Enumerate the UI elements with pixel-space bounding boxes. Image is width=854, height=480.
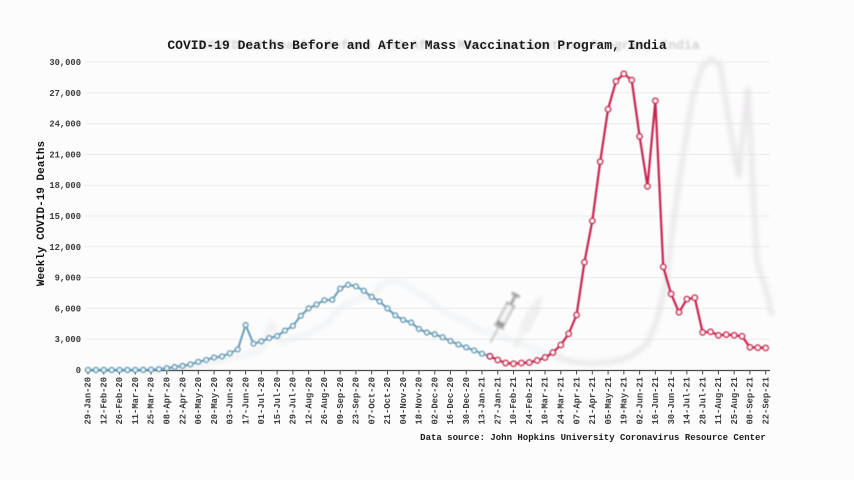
svg-text:19-May-21: 19-May-21 (620, 377, 630, 425)
svg-text:24-Feb-21: 24-Feb-21 (525, 377, 535, 425)
svg-text:27,000: 27,000 (49, 89, 81, 99)
svg-text:02-Dec-20: 02-Dec-20 (430, 377, 440, 425)
svg-text:22-Sep-21: 22-Sep-21 (761, 377, 771, 425)
svg-text:COVID-19 Deaths Before and Aft: COVID-19 Deaths Before and After Mass Va… (200, 38, 699, 53)
svg-text:11-Aug-21: 11-Aug-21 (714, 377, 724, 425)
svg-text:10-Feb-21: 10-Feb-21 (509, 377, 519, 425)
svg-text:07-Apr-21: 07-Apr-21 (572, 377, 582, 425)
svg-text:15-Jul-20: 15-Jul-20 (273, 377, 283, 425)
svg-text:COVID-19 Deaths Before and Aft: COVID-19 Deaths Before and After Mass Va… (167, 38, 666, 53)
svg-text:10-Mar-21: 10-Mar-21 (541, 377, 551, 425)
svg-text:22-Apr-20: 22-Apr-20 (178, 377, 188, 425)
svg-text:12-Aug-20: 12-Aug-20 (304, 377, 314, 425)
svg-text:30-Jun-21: 30-Jun-21 (667, 377, 677, 425)
svg-text:18-Nov-20: 18-Nov-20 (415, 377, 425, 425)
svg-text:07-Oct-20: 07-Oct-20 (367, 377, 377, 425)
svg-text:30-Dec-20: 30-Dec-20 (462, 377, 472, 425)
svg-text:13-Jan-21: 13-Jan-21 (478, 377, 488, 425)
svg-text:12,000: 12,000 (49, 243, 81, 253)
svg-text:29-Jan-20: 29-Jan-20 (84, 377, 94, 425)
svg-text:08-Sep-21: 08-Sep-21 (746, 377, 756, 425)
svg-text:30,000: 30,000 (49, 58, 81, 68)
svg-text:Data source: John Hopkins Univ: Data source: John Hopkins University Cor… (420, 433, 766, 443)
svg-text:29-Jul-20: 29-Jul-20 (289, 377, 299, 425)
svg-text:26-Feb-20: 26-Feb-20 (115, 377, 125, 425)
svg-text:17-Jun-20: 17-Jun-20 (241, 377, 251, 425)
svg-text:24-Mar-21: 24-Mar-21 (557, 377, 567, 425)
svg-text:28-Jul-21: 28-Jul-21 (698, 377, 708, 425)
svg-text:12-Feb-20: 12-Feb-20 (99, 377, 109, 425)
svg-text:21-Apr-21: 21-Apr-21 (588, 377, 598, 425)
svg-text:02-Jun-21: 02-Jun-21 (635, 377, 645, 425)
svg-text:11-Mar-20: 11-Mar-20 (131, 377, 141, 425)
svg-text:25-Mar-20: 25-Mar-20 (147, 377, 157, 425)
svg-text:6,000: 6,000 (55, 304, 81, 314)
svg-text:15,000: 15,000 (49, 212, 81, 222)
svg-text:Weekly COVID-19 Deaths: Weekly COVID-19 Deaths (36, 141, 48, 286)
svg-text:24,000: 24,000 (49, 120, 81, 130)
svg-text:16-Dec-20: 16-Dec-20 (446, 377, 456, 425)
svg-text:3,000: 3,000 (55, 335, 81, 345)
svg-text:21,000: 21,000 (49, 150, 81, 160)
svg-text:9,000: 9,000 (55, 274, 81, 284)
svg-text:27-Jan-21: 27-Jan-21 (493, 377, 503, 425)
svg-text:25-Aug-21: 25-Aug-21 (730, 377, 740, 425)
svg-text:14-Jul-21: 14-Jul-21 (683, 377, 693, 425)
svg-text:03-Jun-20: 03-Jun-20 (226, 377, 236, 425)
svg-text:0: 0 (76, 366, 81, 376)
svg-text:21-Oct-20: 21-Oct-20 (383, 377, 393, 425)
svg-text:23-Sep-20: 23-Sep-20 (352, 377, 362, 425)
svg-text:01-Jul-20: 01-Jul-20 (257, 377, 267, 425)
svg-text:09-Sep-20: 09-Sep-20 (336, 377, 346, 425)
svg-text:16-Jun-21: 16-Jun-21 (651, 377, 661, 425)
svg-text:06-May-20: 06-May-20 (194, 377, 204, 425)
svg-text:26-Aug-20: 26-Aug-20 (320, 377, 330, 425)
svg-text:04-Nov-20: 04-Nov-20 (399, 377, 409, 425)
svg-text:08-Apr-20: 08-Apr-20 (163, 377, 173, 425)
svg-text:18,000: 18,000 (49, 181, 81, 191)
svg-text:20-May-20: 20-May-20 (210, 377, 220, 425)
svg-text:05-May-21: 05-May-21 (604, 377, 614, 425)
